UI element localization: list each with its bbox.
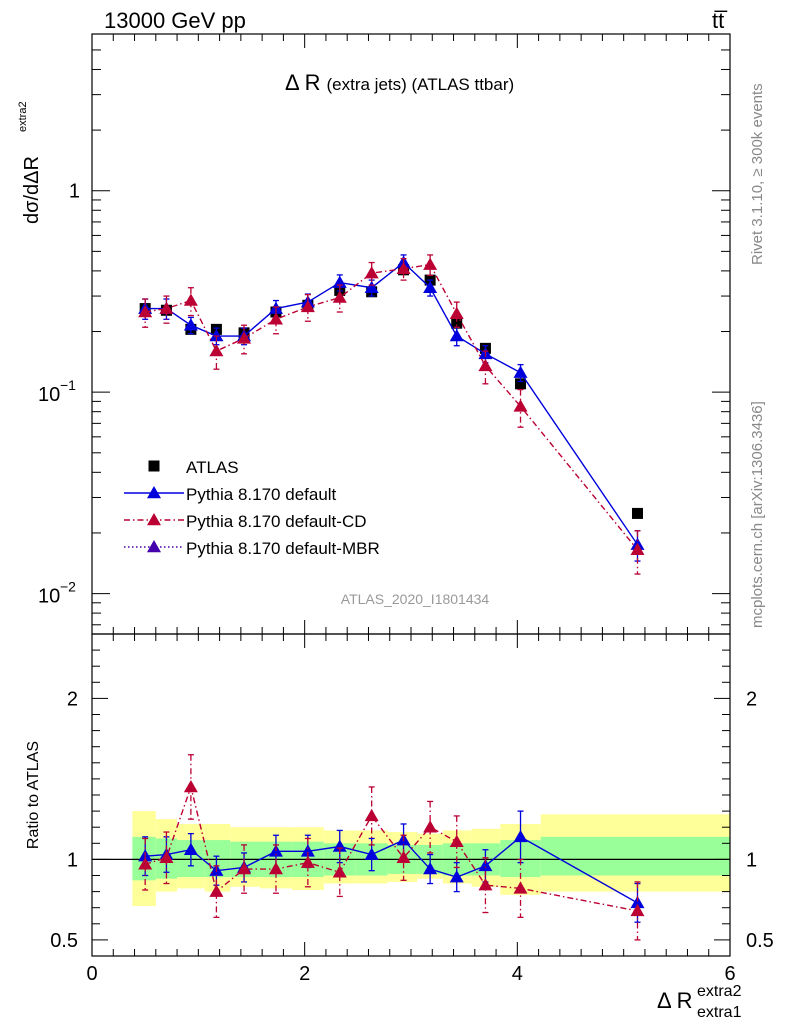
ratio-y-tick-label-right: 0.5: [746, 930, 774, 952]
ratio-y-tick-label-left: 1: [67, 849, 78, 871]
main-point-series-2: [237, 331, 252, 344]
ratio-plot-data: [138, 754, 645, 941]
legend: ATLAS Pythia 8.170 default Pythia 8.170 de…: [124, 458, 380, 558]
x-label-sup: extra2: [697, 983, 742, 1000]
main-point-series-2: [183, 293, 198, 306]
main-point-series-1: [449, 329, 464, 342]
energy-label: 13000 GeV pp: [104, 8, 246, 33]
x-tick-label: 6: [724, 963, 735, 985]
ratio-point-series-1: [159, 850, 174, 864]
x-tick-label: 4: [512, 963, 523, 985]
ratio-band-inner: [540, 836, 730, 876]
rivet-version-label: Rivet 3.1.10, ≥ 300k events: [749, 83, 766, 265]
ratio-y-tick-label-left: 0.5: [50, 930, 78, 952]
main-point-atlas: [631, 507, 643, 519]
main-point-series-2: [209, 344, 224, 357]
ratio-uncertainty-bands: [92, 811, 730, 907]
legend-marker-0: [148, 460, 160, 472]
main-point-series-2: [268, 312, 283, 325]
ratio-point-series-1: [300, 855, 315, 868]
main-point-series-1: [332, 275, 347, 288]
main-y-label-text: dσ/dΔR: [21, 156, 43, 224]
ratio-point-series-1: [268, 862, 283, 875]
plot-title-suffix: (extra jets) (ATLAS ttbar): [326, 75, 514, 94]
main-point-series-2: [513, 399, 528, 412]
ratio-point-series-1: [364, 808, 379, 822]
x-label-sub: extra1: [697, 1004, 742, 1021]
legend-marker-3: [147, 540, 161, 553]
main-point-series-1: [423, 280, 438, 293]
ratio-point-series-1: [478, 878, 493, 891]
main-point-series-2: [396, 261, 411, 274]
main-point-atlas: [515, 378, 527, 390]
ratio-y-tick-label-right: 2: [746, 688, 757, 710]
ratio-point-series-0: [449, 870, 464, 883]
y-tick-label-power: 10: [38, 586, 60, 608]
main-point-series-2: [138, 305, 153, 318]
plot-title: Δ R (extra jets) (ATLAS ttbar): [285, 70, 514, 95]
legend-label-2: Pythia 8.170 default-CD: [186, 512, 367, 531]
main-point-series-2: [159, 301, 174, 314]
ratio-point-series-1: [138, 857, 153, 870]
ratio-point-series-1: [630, 903, 645, 917]
process-label: tt̅: [712, 8, 728, 33]
main-point-series-1: [209, 329, 224, 342]
y-tick-label-1: 1: [69, 181, 80, 203]
ratio-point-series-0: [364, 847, 379, 860]
x-axis-label: Δ R: [657, 988, 692, 1013]
legend-label-3: Pythia 8.170 default-MBR: [186, 539, 380, 558]
main-plot-data: [138, 254, 645, 575]
ratio-point-series-1: [513, 881, 528, 894]
main-point-series-2: [300, 299, 315, 313]
x-tick-label: 0: [86, 963, 97, 985]
y-tick-label-exponent: −2: [60, 579, 76, 595]
main-point-series-2: [423, 257, 438, 270]
y-tick-label-exponent: −1: [60, 377, 76, 393]
ratio-point-series-1: [237, 862, 252, 875]
legend-marker-2: [147, 513, 161, 526]
ratio-y-axis-label: Ratio to ATLAS: [25, 741, 42, 849]
main-y-axis-label: dσ/dΔR extra2: [17, 101, 43, 224]
y-tick-label-power: 10: [38, 384, 60, 406]
legend-label-1: Pythia 8.170 default: [186, 485, 337, 504]
main-point-series-1: [513, 365, 528, 378]
analysis-tag: ATLAS_2020_I1801434: [341, 591, 490, 607]
ratio-y-tick-label-right: 1: [746, 849, 757, 871]
legend-label-0: ATLAS: [186, 458, 239, 477]
ratio-point-series-0: [478, 858, 493, 872]
x-tick-label: 2: [299, 963, 310, 985]
ratio-point-series-0: [630, 895, 645, 909]
main-point-series-2: [364, 266, 379, 279]
mcplots-label: mcplots.cern.ch [arXiv:1306.3436]: [749, 401, 766, 628]
ratio-point-series-0: [300, 844, 315, 857]
main-point-series-2: [449, 306, 464, 320]
ratio-point-series-0: [332, 839, 347, 852]
main-series-line-2: [145, 263, 639, 551]
ratio-point-series-1: [449, 834, 464, 847]
ratio-point-series-1: [423, 820, 438, 833]
main-point-series-1: [364, 280, 379, 293]
ratio-point-series-1: [332, 865, 347, 878]
ratio-point-series-0: [183, 842, 198, 855]
ratio-point-series-0: [513, 829, 528, 843]
ratio-point-series-1: [396, 850, 411, 864]
plot-title-main: Δ R: [285, 70, 320, 95]
ratio-point-series-1: [183, 779, 198, 793]
main-point-series-2: [630, 542, 645, 556]
ratio-point-series-1: [209, 884, 224, 897]
ratio-y-tick-label-left: 2: [67, 688, 78, 710]
main-point-series-2: [478, 358, 493, 372]
legend-marker-1: [147, 486, 161, 499]
main-point-series-2: [332, 290, 347, 303]
ratio-point-series-0: [423, 862, 438, 875]
main-point-atlas: [451, 317, 463, 329]
axis-ticks: 0 2 4 610 −210 −110.5 0.51 12 2: [38, 33, 774, 985]
x-label-main: Δ R: [657, 988, 692, 1013]
main-y-label-extra: extra2: [17, 101, 29, 132]
main-point-series-1: [183, 318, 198, 331]
